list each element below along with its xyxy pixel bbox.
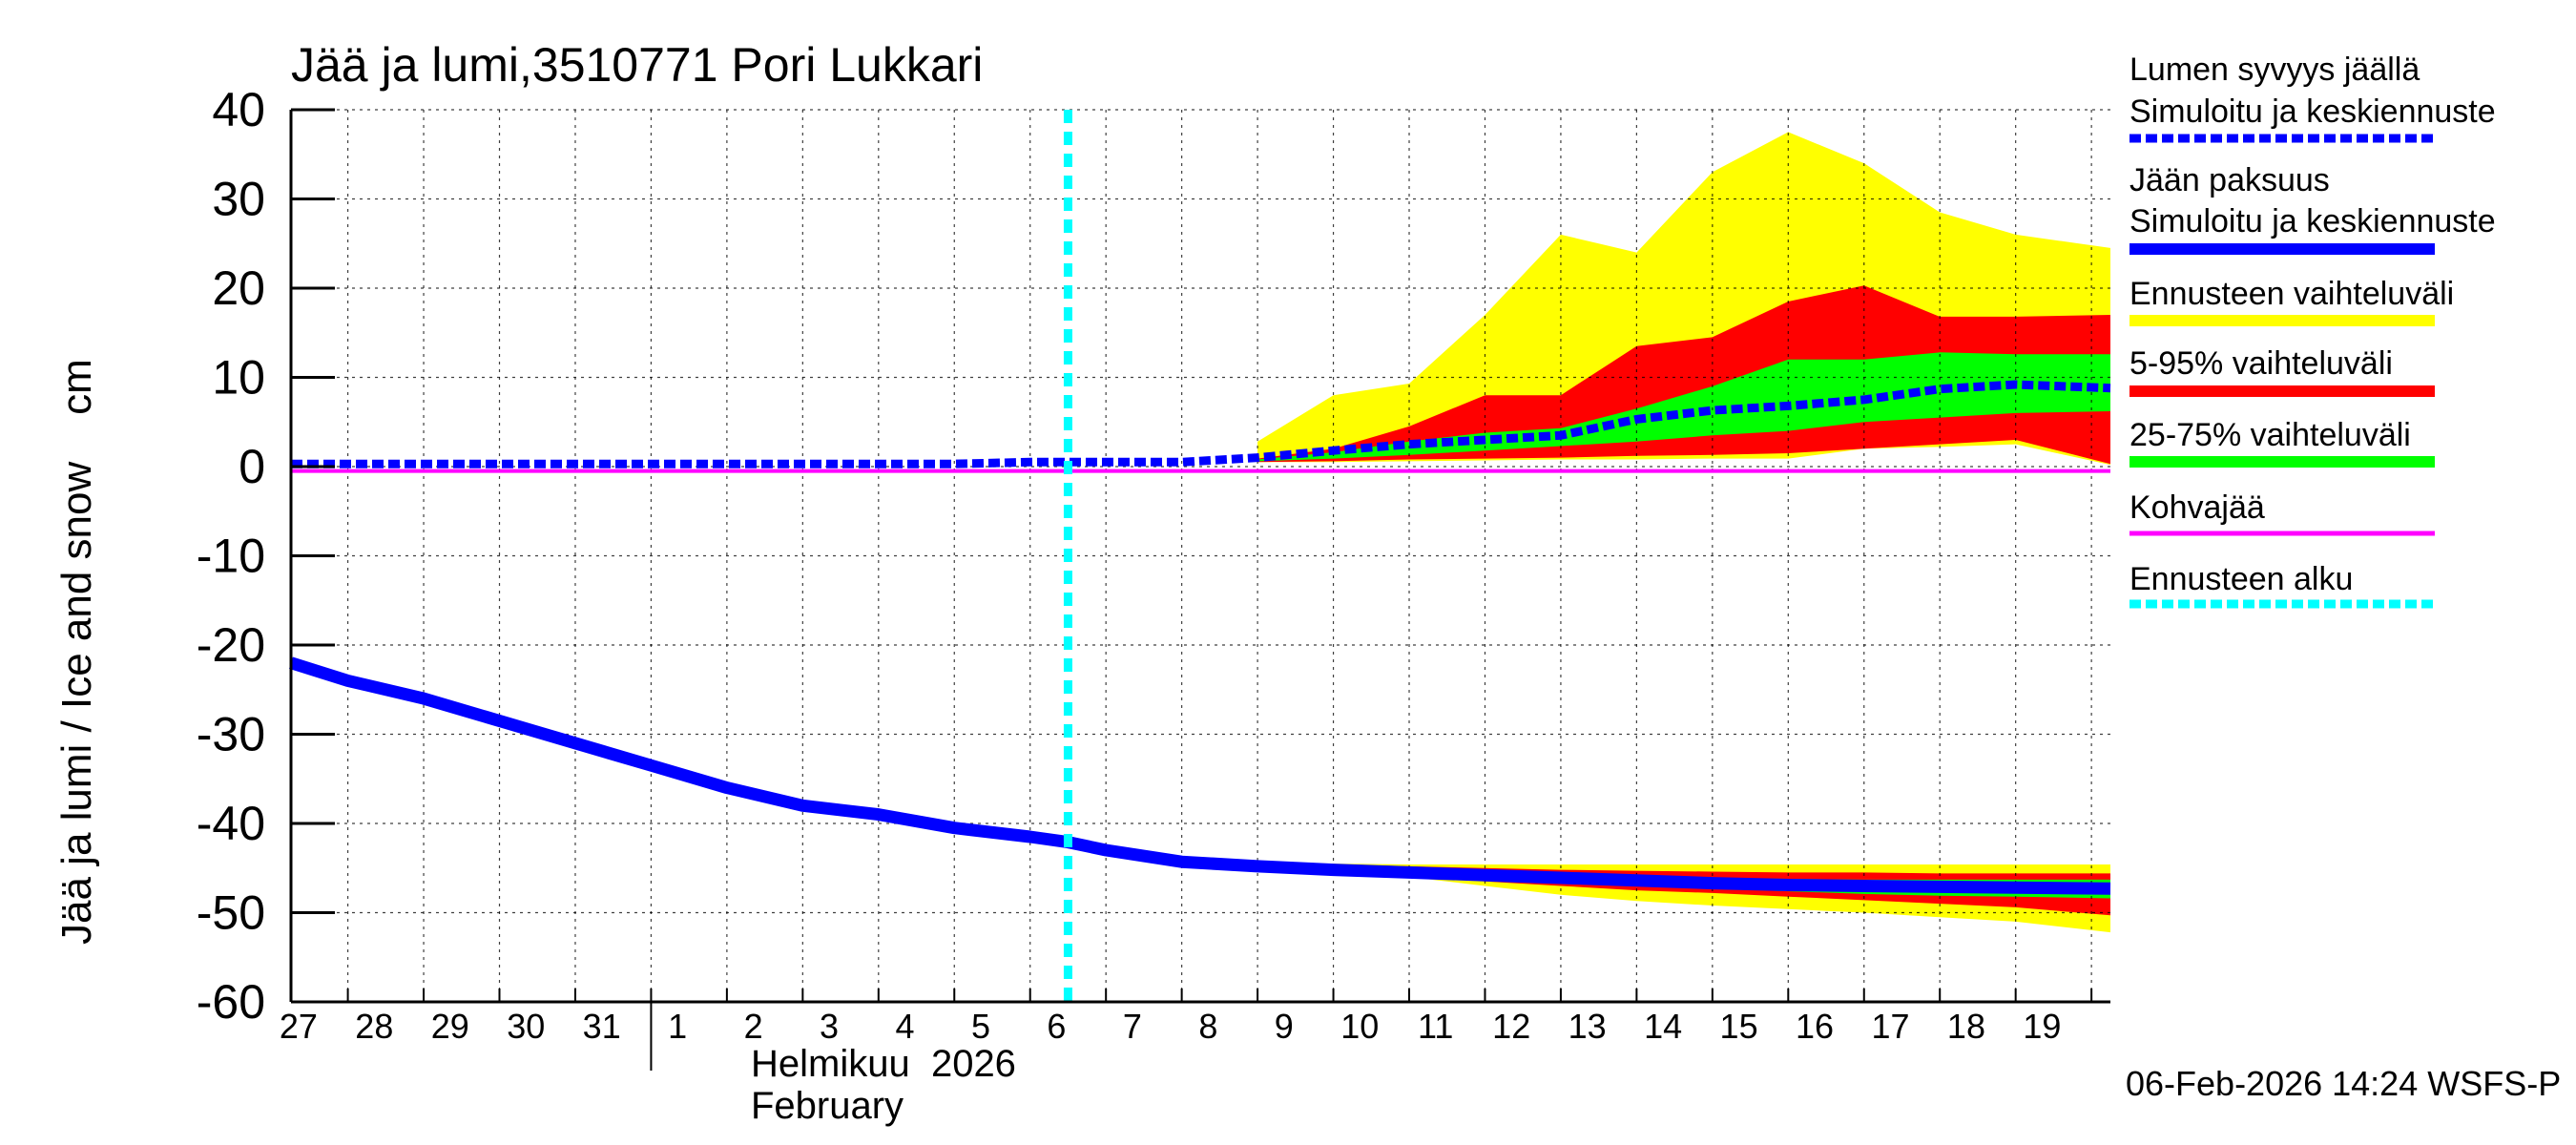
x-tick-label: 28 — [355, 1007, 393, 1046]
x-tick-label: 10 — [1340, 1007, 1379, 1046]
legend: Lumen syvyys jäällä Simuloitu ja keskienn… — [2129, 52, 2496, 609]
x-tick-label: 13 — [1568, 1007, 1607, 1046]
x-tick-label: 3 — [820, 1007, 839, 1046]
chart-title: Jää ja lumi,3510771 Pori Lukkari — [291, 38, 983, 92]
x-tick-label: 1 — [668, 1007, 687, 1046]
legend-label: Kohvajää — [2129, 489, 2265, 526]
x-tick-label: 16 — [1796, 1007, 1834, 1046]
month-label-fi: Helmikuu 2026 — [751, 1043, 1016, 1085]
y-tick-label: -10 — [197, 530, 265, 583]
x-tick-label: 5 — [971, 1007, 990, 1046]
x-tick-label: 4 — [896, 1007, 915, 1046]
x-tick-label: 27 — [280, 1007, 318, 1046]
snow-depth-line — [291, 380, 2111, 468]
legend-label: Ennusteen vaihteluväli — [2129, 276, 2454, 312]
y-tick-label: -20 — [197, 618, 265, 672]
x-tick-label: 6 — [1047, 1007, 1066, 1046]
y-tick-label: 30 — [212, 173, 265, 226]
x-tick-label: 17 — [1871, 1007, 1909, 1046]
legend-label: 5-95% vaihteluväli — [2129, 345, 2393, 382]
x-tick-label: 14 — [1644, 1007, 1682, 1046]
y-tick-label: 40 — [212, 83, 265, 136]
x-tick-label: 30 — [507, 1007, 545, 1046]
x-tick-label: 12 — [1492, 1007, 1530, 1046]
legend-label: Ennusteen alku — [2129, 561, 2353, 597]
x-tick-label: 29 — [431, 1007, 469, 1046]
y-tick-label: 20 — [212, 261, 265, 315]
x-tick-label: 15 — [1720, 1007, 1758, 1046]
y-tick-label: -30 — [197, 708, 265, 761]
x-tick-label: 7 — [1123, 1007, 1142, 1046]
x-tick-label: 31 — [583, 1007, 621, 1046]
x-tick-label: 8 — [1198, 1007, 1217, 1046]
y-tick-label: -40 — [197, 797, 265, 850]
legend-label: 25-75% vaihteluväli — [2129, 417, 2411, 453]
legend-sublabel: Simuloitu ja keskiennuste — [2129, 203, 2496, 239]
y-tick-label: 0 — [239, 440, 265, 493]
legend-label: Lumen syvyys jäällä — [2129, 52, 2420, 88]
y-axis-label: Jää ja lumi / Ice and snow cm — [53, 359, 100, 945]
legend-label: Jään paksuus — [2129, 162, 2330, 198]
y-tick-label: -50 — [197, 886, 265, 940]
x-tick-label: 18 — [1947, 1007, 1985, 1046]
x-tick-label: 11 — [1418, 1007, 1453, 1046]
footer-timestamp: 06-Feb-2026 14:24 WSFS-P — [2126, 1064, 2561, 1103]
legend-sublabel: Simuloitu ja keskiennuste — [2129, 94, 2496, 130]
plot-area — [289, 109, 2111, 1003]
snow-band-25-75 — [1257, 352, 2110, 462]
y-tick-label: 10 — [212, 351, 265, 405]
x-tick-label: 2 — [744, 1007, 763, 1046]
y-tick-label: -60 — [197, 975, 265, 1029]
x-tick-label: 19 — [2023, 1007, 2061, 1046]
ice-thickness-line — [289, 656, 2111, 895]
x-tick-label: 9 — [1275, 1007, 1294, 1046]
month-label-en: February — [751, 1085, 904, 1127]
